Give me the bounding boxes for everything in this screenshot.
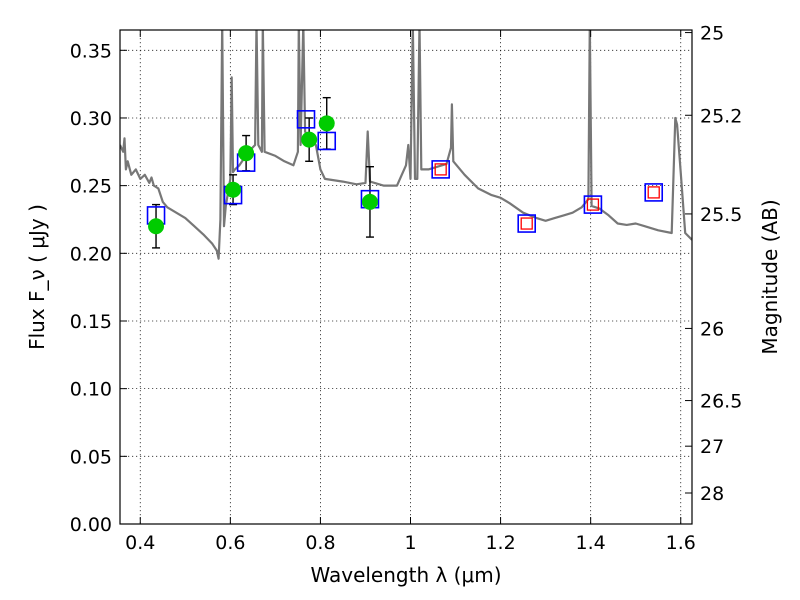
observed-point [225,181,242,198]
x-tick-label: 0.4 [125,532,155,554]
y2-axis-title: Magnitude (AB) [758,199,782,354]
y-tick-label: 0.35 [70,40,112,62]
y-tick-label: 0.30 [70,108,112,130]
prediction-square-marker [520,217,533,230]
model-square-marker [317,131,337,151]
y-tick-label: 0.10 [70,379,112,401]
model-square-marker [583,195,603,214]
plot-frame [119,29,693,525]
x-tick-label: 0.6 [215,532,245,554]
x-tick-label: 0.8 [305,532,335,554]
y-tick-label: 0.25 [70,176,112,198]
y-tick-label: 0.15 [70,311,112,333]
model-square-marker [431,160,450,179]
model-spectrum [120,30,692,260]
observed-point [301,131,318,148]
observed-point [148,218,165,235]
observed-point [238,145,255,162]
ticks [120,30,692,525]
y2-tick-label: 25 [700,23,724,45]
x-tick-label: 1 [404,532,416,554]
tick-labels: 0.4 0.6 0.8 1 1.2 1.4 1.6 0.00 0.05 0.10 0.15 0.20 0… [70,23,743,554]
markers [146,110,664,235]
model-square-marker [644,183,664,202]
prediction-square-marker [586,198,600,211]
model-square-marker [296,110,316,129]
spectrum-line [120,30,692,260]
grid [120,30,692,525]
y2-tick-label: 25.2 [700,105,742,127]
prediction-square-marker [647,186,660,199]
x-tick-label: 1.4 [576,532,606,554]
y2-tick-label: 25.5 [700,204,742,226]
y-axis-title: Flux F_ν ( μJy ) [25,204,49,350]
model-square-marker [517,214,537,233]
prediction-square-marker [434,163,447,176]
y-tick-label: 0.05 [70,446,112,468]
y2-tick-label: 28 [700,483,724,505]
y2-tick-label: 26.5 [700,391,742,413]
x-tick-label: 1.2 [485,532,515,554]
x-tick-label: 1.6 [666,532,696,554]
y2-tick-label: 26 [700,318,724,340]
x-axis-title: Wavelength λ (μm) [310,563,501,587]
y-tick-label: 0.00 [70,514,112,536]
observed-point [318,115,335,132]
observed-point [361,193,378,210]
y-tick-label: 0.20 [70,243,112,265]
y2-tick-label: 27 [700,436,724,458]
